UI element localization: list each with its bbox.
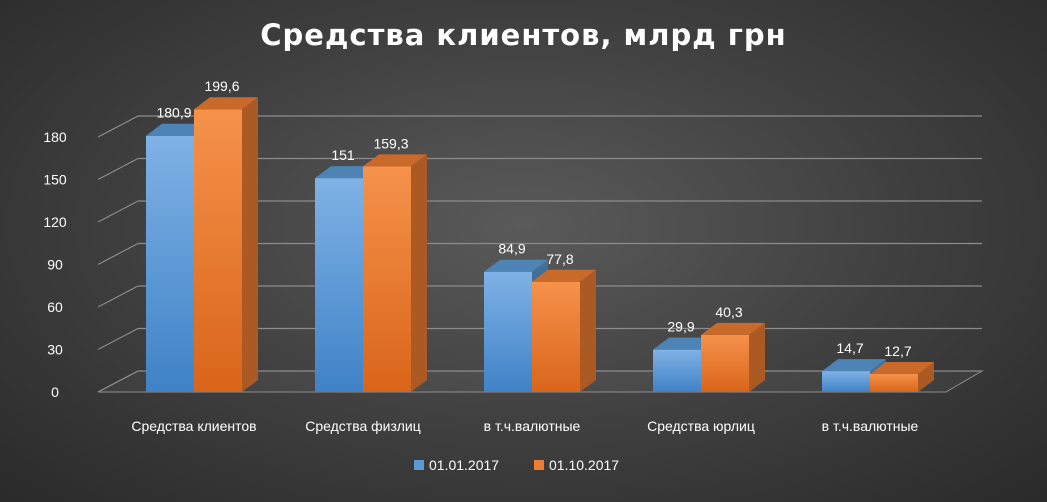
bar (363, 154, 427, 392)
bar-front (315, 178, 363, 392)
y-tick-label: 60 (47, 299, 63, 315)
bar-side (749, 322, 765, 392)
category-label: Средства физлиц (305, 418, 421, 434)
bar-front (653, 349, 701, 392)
gridline-side (97, 200, 139, 223)
data-label: 14,7 (836, 340, 863, 356)
gridline-side (97, 242, 139, 266)
bar-side (918, 362, 934, 392)
legend-swatch (534, 460, 544, 470)
data-label: 29,9 (667, 319, 694, 335)
gridline-side (97, 115, 139, 138)
bar-side (242, 97, 258, 392)
data-label: 199,6 (204, 78, 239, 94)
bar-front (822, 371, 870, 392)
bar-front (484, 271, 532, 392)
gridline-side (97, 327, 139, 351)
bar-front (146, 135, 194, 392)
bar-side (580, 269, 596, 392)
bar-top (484, 259, 548, 272)
data-label: 180,9 (156, 105, 191, 121)
y-tick-label: 180 (43, 129, 67, 145)
category-label: в т.ч.валютные (822, 418, 919, 434)
y-tick-label: 150 (43, 172, 67, 188)
bar (701, 322, 765, 392)
chart-title: Средства клиентов, млрд грн (260, 18, 787, 52)
data-label: 84,9 (498, 241, 525, 257)
bar-top (822, 359, 886, 372)
bar-top (532, 269, 596, 282)
bar-front (194, 109, 242, 392)
category-label: Средства клиентов (131, 418, 256, 434)
bar (194, 97, 258, 392)
bar (532, 269, 596, 392)
bar-front (870, 374, 918, 392)
legend-label: 01.01.2017 (429, 457, 499, 473)
bar-top (194, 97, 258, 110)
data-label: 12,7 (884, 343, 911, 359)
category-label: в т.ч.валютные (484, 418, 581, 434)
bar-top (870, 362, 934, 375)
legend-label: 01.10.2017 (549, 457, 619, 473)
category-label: Средства юрлиц (647, 418, 755, 434)
legend-swatch (414, 460, 424, 470)
bar-front (363, 166, 411, 392)
y-tick-label: 120 (43, 214, 67, 230)
y-tick-label: 90 (47, 257, 63, 273)
bar-front (532, 281, 580, 392)
bar-front (701, 334, 749, 392)
gridline-side (97, 157, 139, 181)
data-label: 151 (331, 147, 355, 163)
data-label: 159,3 (373, 135, 408, 151)
y-tick-label: 0 (51, 384, 59, 400)
gridline-side (97, 285, 139, 308)
bar-side (411, 154, 427, 392)
data-label: 40,3 (715, 304, 742, 320)
y-tick-label: 30 (47, 342, 63, 358)
bar (870, 362, 934, 392)
bar-top (363, 154, 427, 167)
bar-top (701, 322, 765, 335)
data-label: 77,8 (546, 251, 573, 267)
